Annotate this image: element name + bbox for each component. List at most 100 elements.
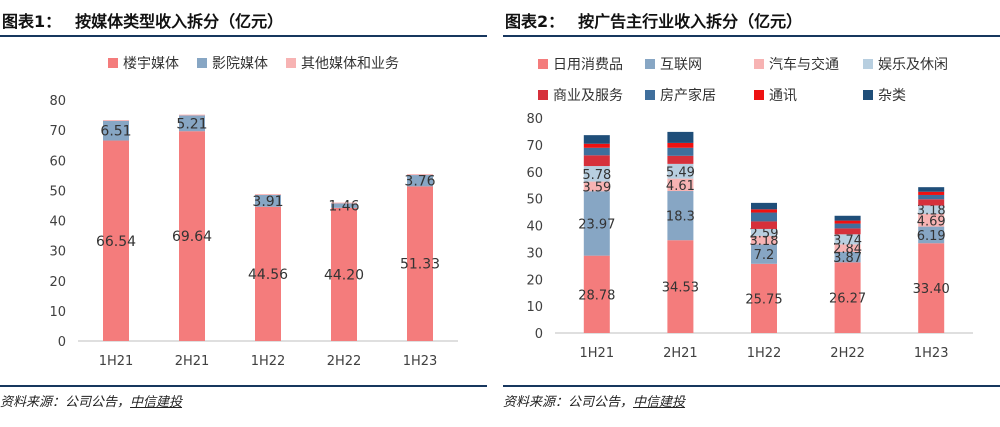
chart2-bar-6-4 bbox=[918, 191, 945, 195]
chart2-bar-0-3 bbox=[834, 262, 861, 333]
chart2-legend-label-4: 商业及服务 bbox=[553, 88, 623, 104]
chart2-legend-label-1: 互联网 bbox=[660, 57, 702, 73]
chart2-legend-swatch-5 bbox=[645, 90, 655, 100]
chart1-ytick-1: 10 bbox=[49, 305, 66, 320]
chart2-legend-swatch-4 bbox=[538, 90, 548, 100]
chart2-bar-3-3 bbox=[834, 234, 861, 245]
panel1-figure-label: 图表1： bbox=[2, 12, 62, 31]
chart1-ytick-3: 30 bbox=[49, 245, 66, 260]
chart1-bar-0-0 bbox=[103, 140, 129, 341]
chart1-ytick-2: 20 bbox=[49, 275, 66, 290]
chart1-data-label-0-2: 44.56 bbox=[248, 267, 288, 283]
chart1-data-label-0-4: 51.33 bbox=[400, 257, 440, 273]
chart2-data-label-3-1: 5.49 bbox=[666, 165, 695, 180]
chart2-data-label-2-4: 4.69 bbox=[917, 214, 946, 229]
chart2-bar-5-1 bbox=[667, 147, 694, 156]
panel2-source-brand: 中信建投 bbox=[633, 395, 686, 410]
chart1-data-label-0-1: 69.64 bbox=[172, 229, 212, 245]
chart2-bar-3-4 bbox=[918, 205, 945, 214]
chart1-data-label-1-3: 1.46 bbox=[328, 199, 359, 215]
chart2-bar-2-4 bbox=[918, 213, 945, 227]
chart2-data-label-0-1: 34.53 bbox=[662, 281, 699, 296]
chart2-xtick-1: 2H21 bbox=[663, 346, 698, 361]
chart1-legend-swatch-1 bbox=[197, 58, 207, 68]
chart2-bar-2-0 bbox=[583, 181, 610, 192]
chart1-data-label-0-0: 66.54 bbox=[96, 234, 136, 250]
chart1-data-label-1-0: 6.51 bbox=[100, 124, 131, 140]
chart1-legend-swatch-0 bbox=[108, 58, 118, 68]
chart2-bar-4-0 bbox=[583, 155, 610, 167]
chart2-data-label-0-2: 25.75 bbox=[745, 292, 782, 307]
chart2-data-label-2-3: 2.84 bbox=[833, 242, 862, 257]
chart2-bar-0-0 bbox=[583, 255, 610, 333]
chart1-ytick-6: 60 bbox=[49, 154, 66, 169]
chart2-bar-3-0 bbox=[583, 166, 610, 182]
chart2-bar-4-4 bbox=[918, 199, 945, 206]
chart1-bar-0-1 bbox=[179, 131, 205, 341]
chart2-bar-5-3 bbox=[834, 223, 861, 229]
chart1-bar-1-1 bbox=[179, 115, 205, 132]
chart1-ytick-8: 80 bbox=[49, 94, 66, 109]
chart2-ytick-5: 50 bbox=[526, 193, 543, 208]
chart2-data-label-2-2: 3.18 bbox=[750, 234, 779, 249]
panel1-source-brand: 中信建投 bbox=[130, 395, 183, 410]
panel2-title: 图表2： 按广告主行业收入拆分（亿元） bbox=[505, 8, 802, 32]
chart2-ytick-8: 80 bbox=[526, 112, 543, 127]
chart2-xtick-2: 1H22 bbox=[747, 346, 782, 361]
chart2-bar-4-2 bbox=[751, 221, 777, 229]
chart2-data-label-1-0: 23.97 bbox=[578, 217, 615, 232]
chart1-legend-label-2: 其他媒体和业务 bbox=[301, 56, 399, 72]
chart2-bar-2-1 bbox=[667, 178, 694, 192]
chart1-bar-2-3 bbox=[331, 202, 357, 204]
panel1-source-prefix: 资料来源：公司公告， bbox=[0, 395, 131, 410]
chart1-xtick-3: 2H22 bbox=[327, 354, 362, 369]
chart1-legend-label-1: 影院媒体 bbox=[212, 56, 268, 72]
chart2-bar-5-2 bbox=[751, 212, 777, 222]
chart2-bar-6-0 bbox=[583, 143, 610, 148]
chart2-data-label-3-0: 5.78 bbox=[582, 168, 611, 183]
chart2-data-label-0-0: 28.78 bbox=[578, 288, 615, 303]
chart2-bar-1-1 bbox=[667, 191, 694, 241]
chart1-xtick-4: 1H23 bbox=[403, 354, 438, 369]
chart2-legend-swatch-7 bbox=[863, 90, 873, 100]
chart2-bar-4-3 bbox=[834, 228, 861, 235]
chart1-legend-swatch-2 bbox=[286, 58, 296, 68]
chart2-legend-label-2: 汽车与交通 bbox=[769, 56, 839, 73]
panel2-top-rule bbox=[503, 35, 1000, 37]
chart2-xtick-4: 1H23 bbox=[914, 346, 949, 361]
chart2-xtick-0: 1H21 bbox=[580, 346, 615, 361]
panel1-title-text: 按媒体类型收入拆分（亿元） bbox=[75, 12, 284, 31]
chart1-bar-0-4 bbox=[407, 186, 433, 341]
chart2-xtick-3: 2H22 bbox=[830, 346, 865, 361]
chart2-data-label-1-3: 3.87 bbox=[833, 251, 862, 266]
chart1-bar-2-2 bbox=[255, 194, 281, 195]
chart2-ytick-7: 70 bbox=[526, 139, 543, 154]
chart2-legend-label-6: 通讯 bbox=[769, 88, 797, 104]
chart1-bar-1-0 bbox=[103, 120, 129, 141]
chart2-legend-swatch-0 bbox=[538, 59, 548, 69]
chart2-bar-3-2 bbox=[751, 228, 777, 236]
chart2-legend-swatch-3 bbox=[863, 59, 873, 69]
panel1-title: 图表1： 按媒体类型收入拆分（亿元） bbox=[2, 8, 283, 32]
panel2-source: 资料来源：公司公告，中信建投 bbox=[503, 391, 685, 410]
chart2-data-label-3-4: 3.18 bbox=[917, 204, 946, 219]
chart2-ytick-2: 20 bbox=[526, 273, 543, 288]
panel1-bottom-rule bbox=[0, 385, 487, 387]
chart-panel-media-type: 图表1： 按媒体类型收入拆分（亿元） 楼宇媒体 影院媒体 其他媒体和业务 0 10 20 30… bbox=[0, 0, 487, 427]
chart2-bar-1-4 bbox=[918, 226, 945, 244]
chart1-ytick-0: 0 bbox=[58, 335, 66, 350]
chart-panel-advertiser-industry: 图表2： 按广告主行业收入拆分（亿元） 日用消费品 互联网 汽车与交通 娱乐及休闲 商业及… bbox=[503, 0, 1000, 427]
chart2-ytick-1: 10 bbox=[526, 300, 543, 315]
panel2-bottom-rule bbox=[503, 385, 1000, 387]
chart2-legend-label-7: 杂类 bbox=[878, 88, 906, 104]
chart2-bar-0-2 bbox=[751, 263, 777, 333]
chart1-ytick-7: 70 bbox=[49, 124, 66, 139]
chart2-bar-7-3 bbox=[834, 215, 861, 221]
chart1-data-label-1-4: 3.76 bbox=[404, 174, 435, 190]
chart1-xtick-1: 2H21 bbox=[175, 354, 210, 369]
chart1-bar-1-2 bbox=[255, 194, 281, 207]
chart2-bar-7-4 bbox=[918, 187, 945, 192]
chart2-legend-label-0: 日用消费品 bbox=[553, 57, 623, 73]
chart2-data-label-0-3: 26.27 bbox=[829, 292, 866, 307]
chart2-bar-5-0 bbox=[583, 147, 610, 156]
